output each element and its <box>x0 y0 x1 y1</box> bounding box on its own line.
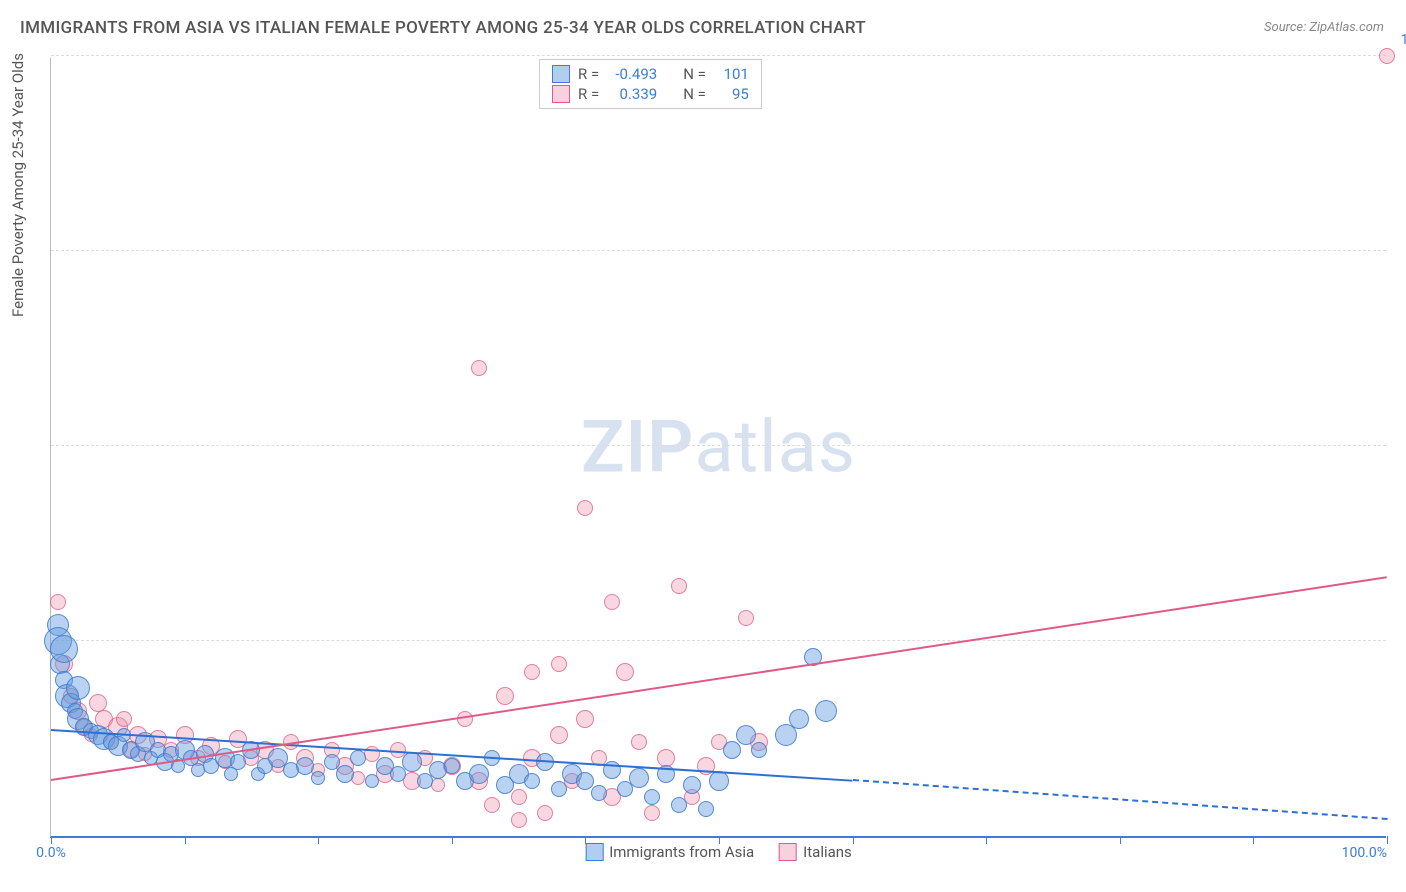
scatter-point <box>511 812 527 828</box>
legend-swatch <box>552 85 570 103</box>
scatter-point <box>350 750 366 766</box>
scatter-point <box>537 805 553 821</box>
scatter-point <box>551 656 567 672</box>
scatter-point <box>631 734 647 750</box>
grid-line <box>51 445 1386 446</box>
scatter-point <box>738 610 754 626</box>
scatter-point <box>496 687 514 705</box>
grid-line <box>51 640 1386 641</box>
scatter-point <box>751 742 767 758</box>
y-tick-label: 25.0% <box>1391 617 1406 633</box>
scatter-point <box>50 594 66 610</box>
scatter-point <box>709 771 729 791</box>
scatter-point <box>577 500 593 516</box>
scatter-point <box>671 797 687 813</box>
scatter-point <box>511 789 527 805</box>
scatter-point <box>50 635 78 663</box>
x-tick <box>318 836 319 844</box>
legend-item: Italians <box>779 843 852 861</box>
x-tick <box>719 836 720 844</box>
legend-label: Immigrants from Asia <box>609 843 754 861</box>
x-tick <box>51 836 52 844</box>
x-tick <box>1253 836 1254 844</box>
scatter-point <box>230 754 246 770</box>
stats-legend-box: R = -0.493 N = 101 R = 0.339 N = 95 <box>539 59 762 109</box>
scatter-point <box>469 764 489 784</box>
y-tick-label: 75.0% <box>1391 227 1406 243</box>
x-tick <box>1120 836 1121 844</box>
scatter-point <box>815 700 837 722</box>
stats-row: R = 0.339 N = 95 <box>552 84 749 104</box>
chart-title: IMMIGRANTS FROM ASIA VS ITALIAN FEMALE P… <box>20 18 866 38</box>
watermark: ZIPatlas <box>581 405 856 490</box>
y-tick-label: 50.0% <box>1391 422 1406 438</box>
scatter-point <box>550 726 568 744</box>
scatter-point <box>698 801 714 817</box>
x-tick <box>853 836 854 844</box>
scatter-point <box>789 709 809 729</box>
scatter-point <box>524 773 540 789</box>
legend-swatch <box>585 843 603 861</box>
y-axis-label: Female Poverty Among 25-34 Year Olds <box>9 53 27 317</box>
scatter-point <box>444 758 460 774</box>
grid-line <box>51 250 1386 251</box>
scatter-point <box>629 768 649 788</box>
scatter-point <box>66 676 90 700</box>
scatter-point <box>1379 48 1395 64</box>
x-tick <box>1387 836 1388 844</box>
stat-r-value: -0.493 <box>607 65 657 83</box>
stat-n-label: N = <box>683 85 706 103</box>
stats-row: R = -0.493 N = 101 <box>552 64 749 84</box>
scatter-point <box>89 694 107 712</box>
scatter-point <box>311 771 325 785</box>
stat-n-label: N = <box>683 65 706 83</box>
scatter-point <box>365 774 379 788</box>
scatter-point <box>471 360 487 376</box>
stat-r-label: R = <box>578 65 599 83</box>
legend-swatch <box>552 65 570 83</box>
scatter-point <box>484 797 500 813</box>
x-tick-label: 100.0% <box>1342 845 1387 861</box>
scatter-point <box>736 725 756 745</box>
source-attribution: Source: ZipAtlas.com <box>1264 20 1384 35</box>
scatter-point <box>644 789 660 805</box>
x-tick <box>452 836 453 844</box>
stat-n-value: 95 <box>714 85 749 103</box>
scatter-point <box>417 773 433 789</box>
scatter-point <box>551 781 567 797</box>
scatter-point <box>644 805 660 821</box>
x-tick-label: 0.0% <box>36 845 66 861</box>
stat-n-value: 101 <box>714 65 749 83</box>
y-tick-label: 100.0% <box>1391 32 1406 48</box>
x-tick <box>986 836 987 844</box>
plot-area: ZIPatlas R =-0.493N =101R =0.339N =95 Im… <box>50 58 1386 838</box>
scatter-point <box>402 752 422 772</box>
scatter-point <box>296 757 314 775</box>
scatter-point <box>431 778 445 792</box>
scatter-point <box>616 663 634 681</box>
grid-line <box>51 55 1386 56</box>
scatter-point <box>457 711 473 727</box>
scatter-point <box>604 594 620 610</box>
scatter-point <box>723 741 741 759</box>
scatter-point <box>524 664 540 680</box>
scatter-point <box>683 776 701 794</box>
x-tick <box>585 836 586 844</box>
stat-r-label: R = <box>578 85 599 103</box>
stat-r-value: 0.339 <box>607 85 657 103</box>
legend-item: Immigrants from Asia <box>585 843 754 861</box>
legend-swatch <box>779 843 797 861</box>
scatter-point <box>671 578 687 594</box>
trend-line <box>853 779 1388 820</box>
scatter-point <box>116 711 132 727</box>
scatter-point <box>336 765 354 783</box>
scatter-point <box>591 785 607 801</box>
scatter-point <box>576 710 594 728</box>
legend-label: Italians <box>803 843 852 861</box>
bottom-legend: Immigrants from Asia Italians <box>585 843 852 861</box>
x-tick <box>185 836 186 844</box>
